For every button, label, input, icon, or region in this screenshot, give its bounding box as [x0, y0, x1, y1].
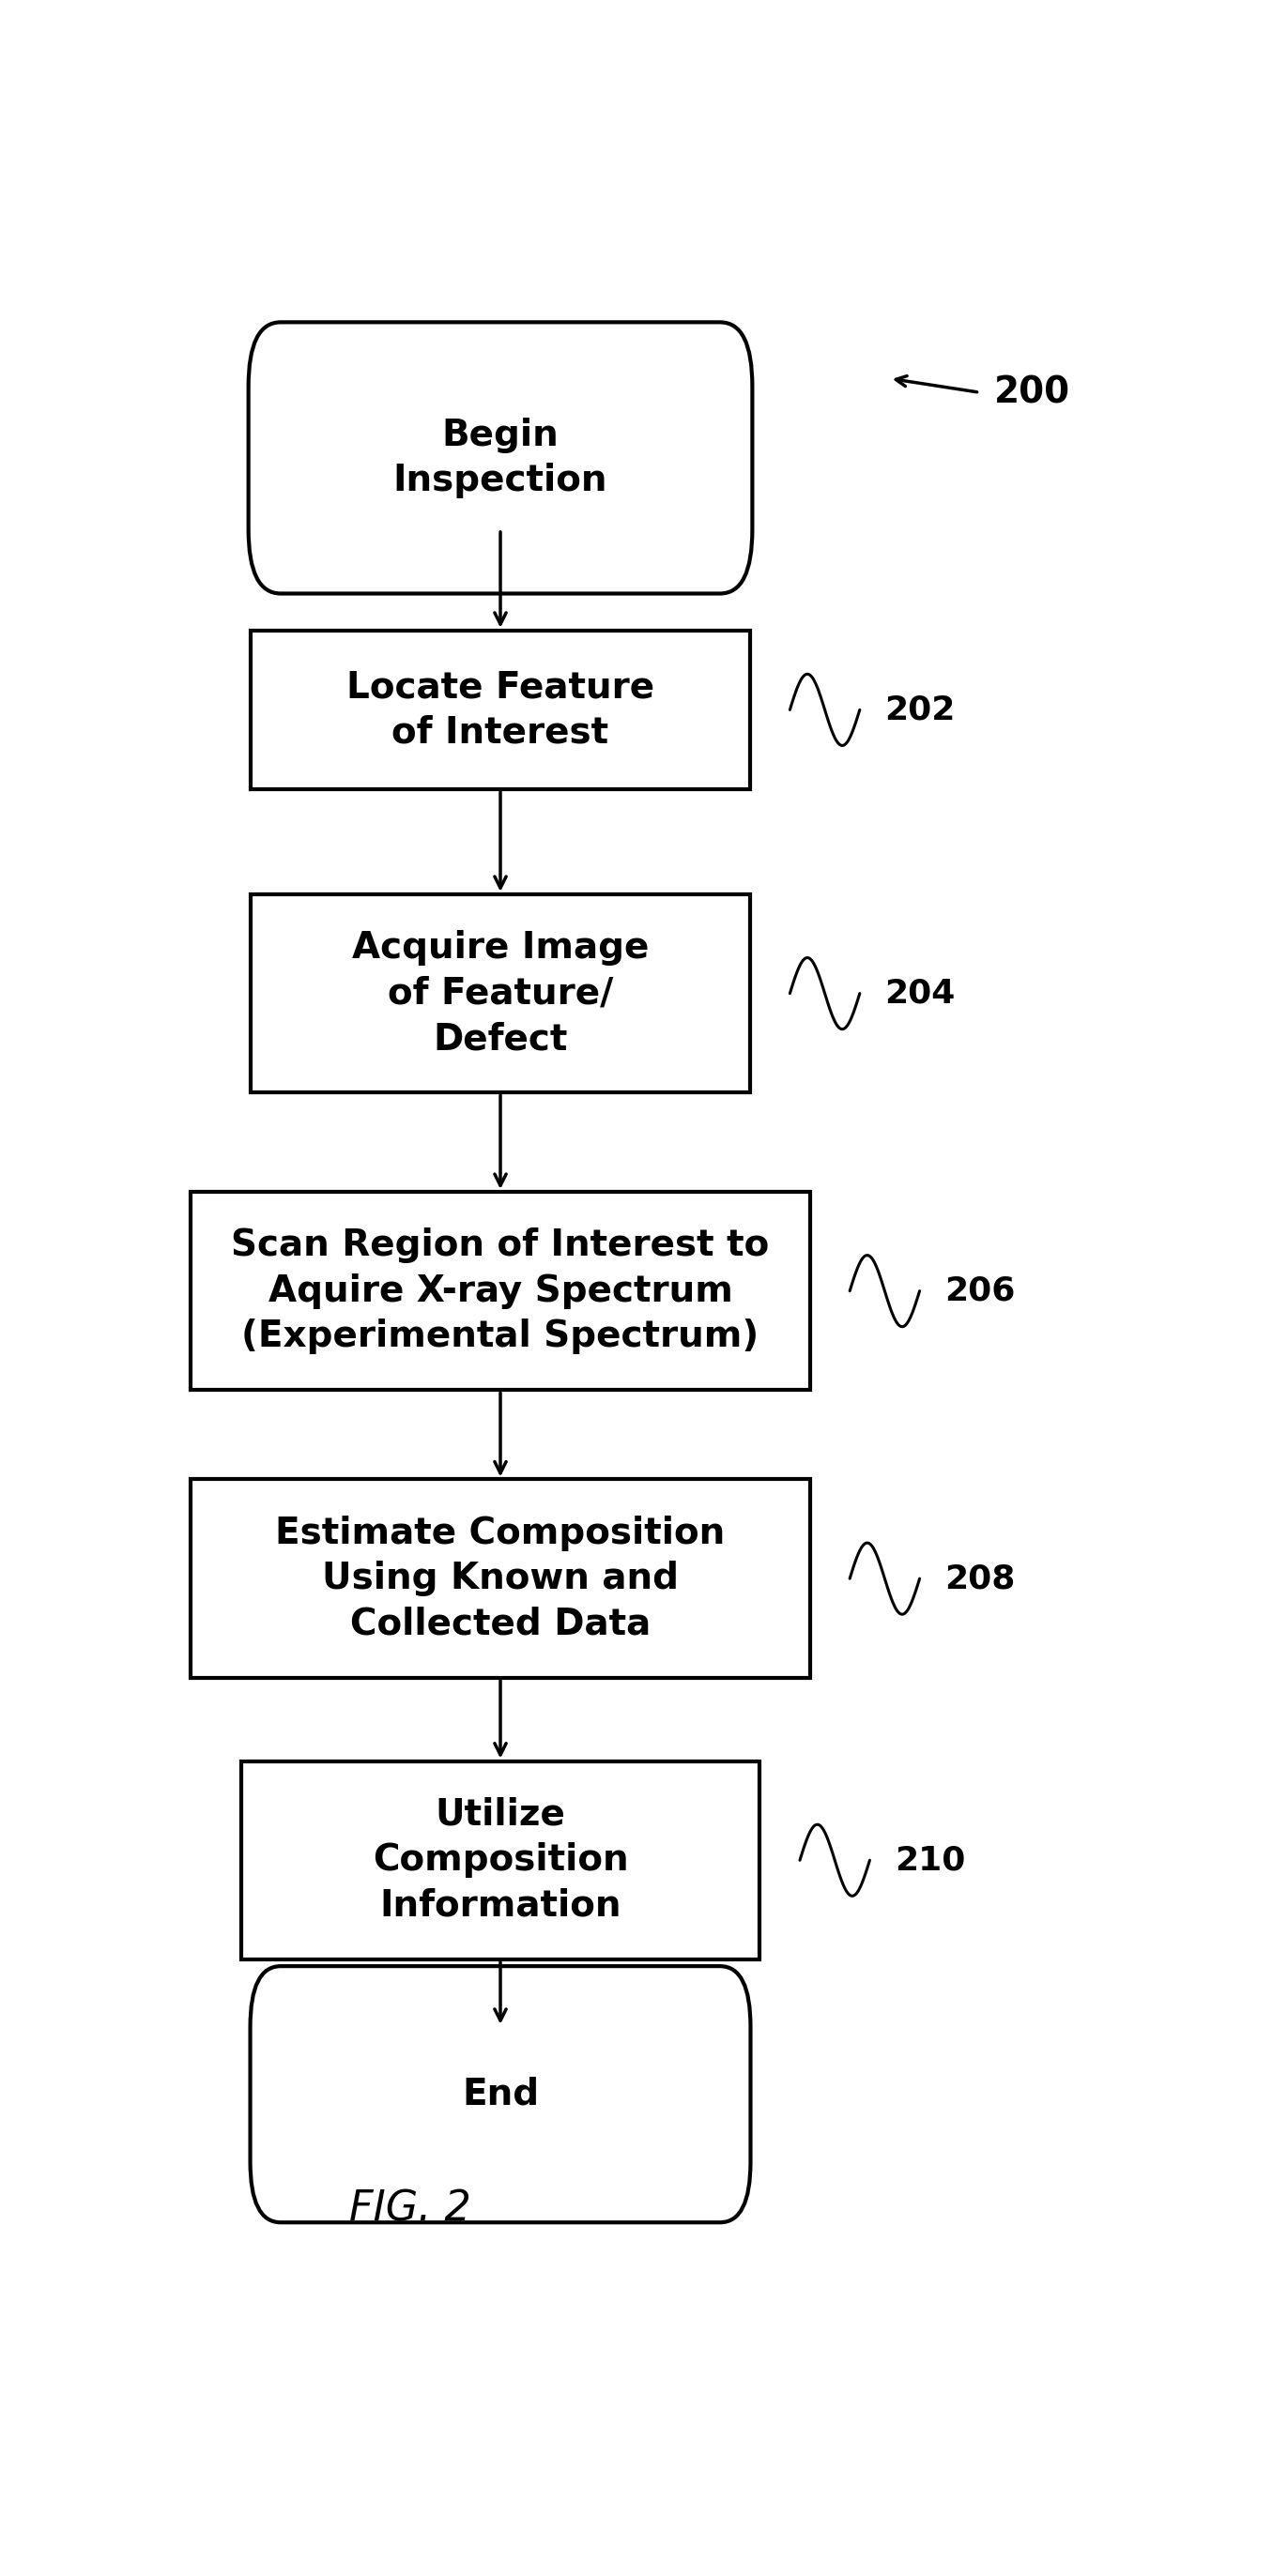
Bar [191, 1193, 810, 1391]
Text: Begin
Inspection: Begin Inspection [393, 417, 608, 500]
Text: 202: 202 [885, 693, 956, 726]
Bar [251, 631, 750, 788]
Text: Estimate Composition
Using Known and
Collected Data: Estimate Composition Using Known and Col… [276, 1515, 725, 1641]
Bar [251, 894, 750, 1092]
Text: Locate Feature
of Interest: Locate Feature of Interest [346, 670, 654, 750]
FancyBboxPatch shape [249, 322, 752, 592]
Bar [241, 1762, 760, 1960]
Bar [191, 1479, 810, 1677]
Text: FIG. 2: FIG. 2 [349, 2190, 471, 2228]
Text: 206: 206 [944, 1275, 1015, 1306]
Text: 200: 200 [994, 374, 1070, 410]
FancyBboxPatch shape [250, 1965, 751, 2223]
Text: 210: 210 [895, 1844, 966, 1875]
Text: Acquire Image
of Feature/
Defect: Acquire Image of Feature/ Defect [352, 930, 649, 1056]
Text: 204: 204 [885, 976, 956, 1010]
Text: Utilize
Composition
Information: Utilize Composition Information [372, 1798, 629, 1924]
Text: Scan Region of Interest to
Aquire X-ray Spectrum
(Experimental Spectrum): Scan Region of Interest to Aquire X-ray … [232, 1229, 769, 1355]
Text: End: End [462, 2076, 538, 2112]
Text: 208: 208 [944, 1564, 1015, 1595]
